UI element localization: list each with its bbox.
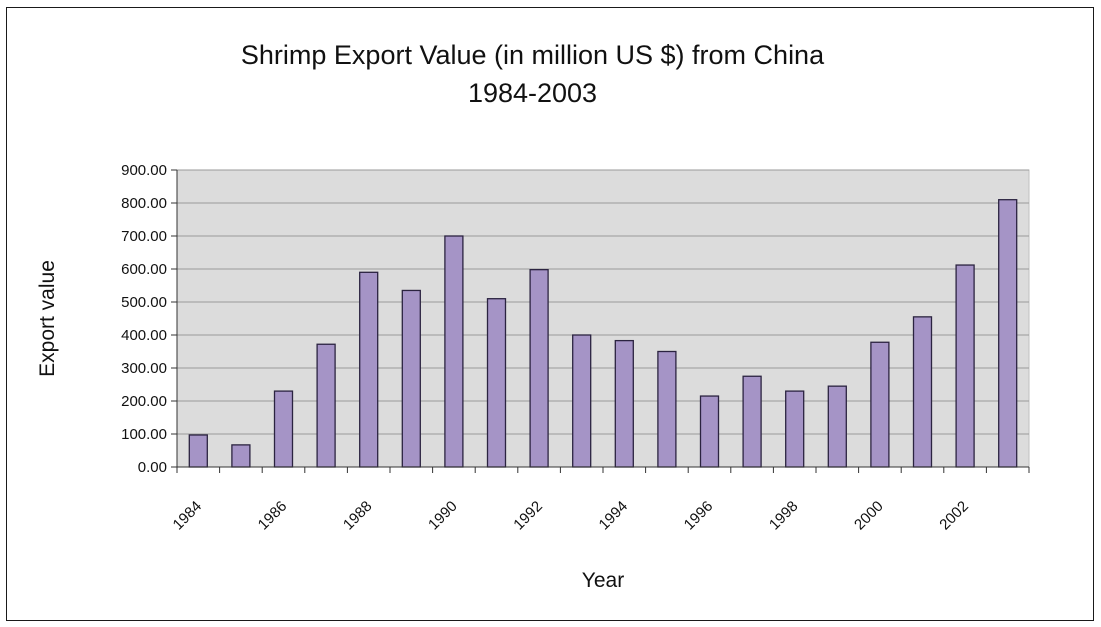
bar	[273, 390, 294, 468]
bar	[572, 334, 592, 468]
bar	[529, 269, 549, 468]
bar	[998, 199, 1018, 468]
x-tick-label: 1992	[510, 498, 546, 534]
x-tick-label: 1990	[425, 498, 461, 534]
y-tick-label: 0.00	[138, 459, 167, 476]
y-tick-label: 100.00	[121, 426, 167, 443]
bar	[912, 316, 933, 468]
chart-title: Shrimp Export Value (in million US $) fr…	[240, 40, 825, 70]
plot-area	[176, 169, 1030, 468]
bar	[870, 341, 890, 468]
x-tick-label: 2000	[851, 498, 887, 534]
bar	[359, 271, 379, 468]
y-tick-label: 600.00	[121, 261, 167, 278]
y-tick-label: 700.00	[121, 228, 167, 245]
x-tick-label: 1998	[766, 498, 802, 534]
bar	[444, 235, 464, 468]
bar	[699, 395, 720, 468]
x-tick-label: 1984	[170, 498, 206, 534]
y-tick-label: 300.00	[121, 360, 167, 377]
bar	[955, 264, 975, 468]
x-tick-label: 2002	[936, 498, 972, 534]
x-axis-title: Year	[582, 569, 624, 592]
bar	[785, 390, 805, 468]
y-tick-label: 400.00	[121, 327, 167, 344]
x-tick-label: 1994	[596, 498, 632, 534]
y-tick-label: 800.00	[121, 195, 167, 212]
y-tick-labels: 0.00 100.00 200.00 300.00 400.00 500.00 600.00…	[121, 162, 167, 476]
bar	[827, 385, 847, 468]
bar	[316, 343, 336, 468]
y-tick-label: 900.00	[121, 162, 167, 179]
x-tick-label: 1988	[340, 498, 376, 534]
bar	[614, 339, 634, 468]
y-tick-label: 200.00	[121, 393, 167, 410]
bar	[188, 434, 208, 468]
x-tick-label: 1986	[255, 498, 291, 534]
bar	[486, 298, 507, 468]
y-tick-label: 500.00	[121, 294, 167, 311]
chart-subtitle: 1984-2003	[467, 78, 598, 108]
bar	[401, 289, 421, 468]
y-axis-title: Export value	[36, 260, 59, 377]
bar	[231, 444, 251, 468]
axes	[171, 169, 1030, 473]
bar	[742, 375, 762, 468]
bars	[188, 199, 1018, 468]
bar	[657, 350, 677, 468]
x-tick-labels: 1984 1986 1988 1990 1992 1994 1996 1998 2000 2002	[170, 498, 972, 534]
x-tick-label: 1996	[681, 498, 717, 534]
